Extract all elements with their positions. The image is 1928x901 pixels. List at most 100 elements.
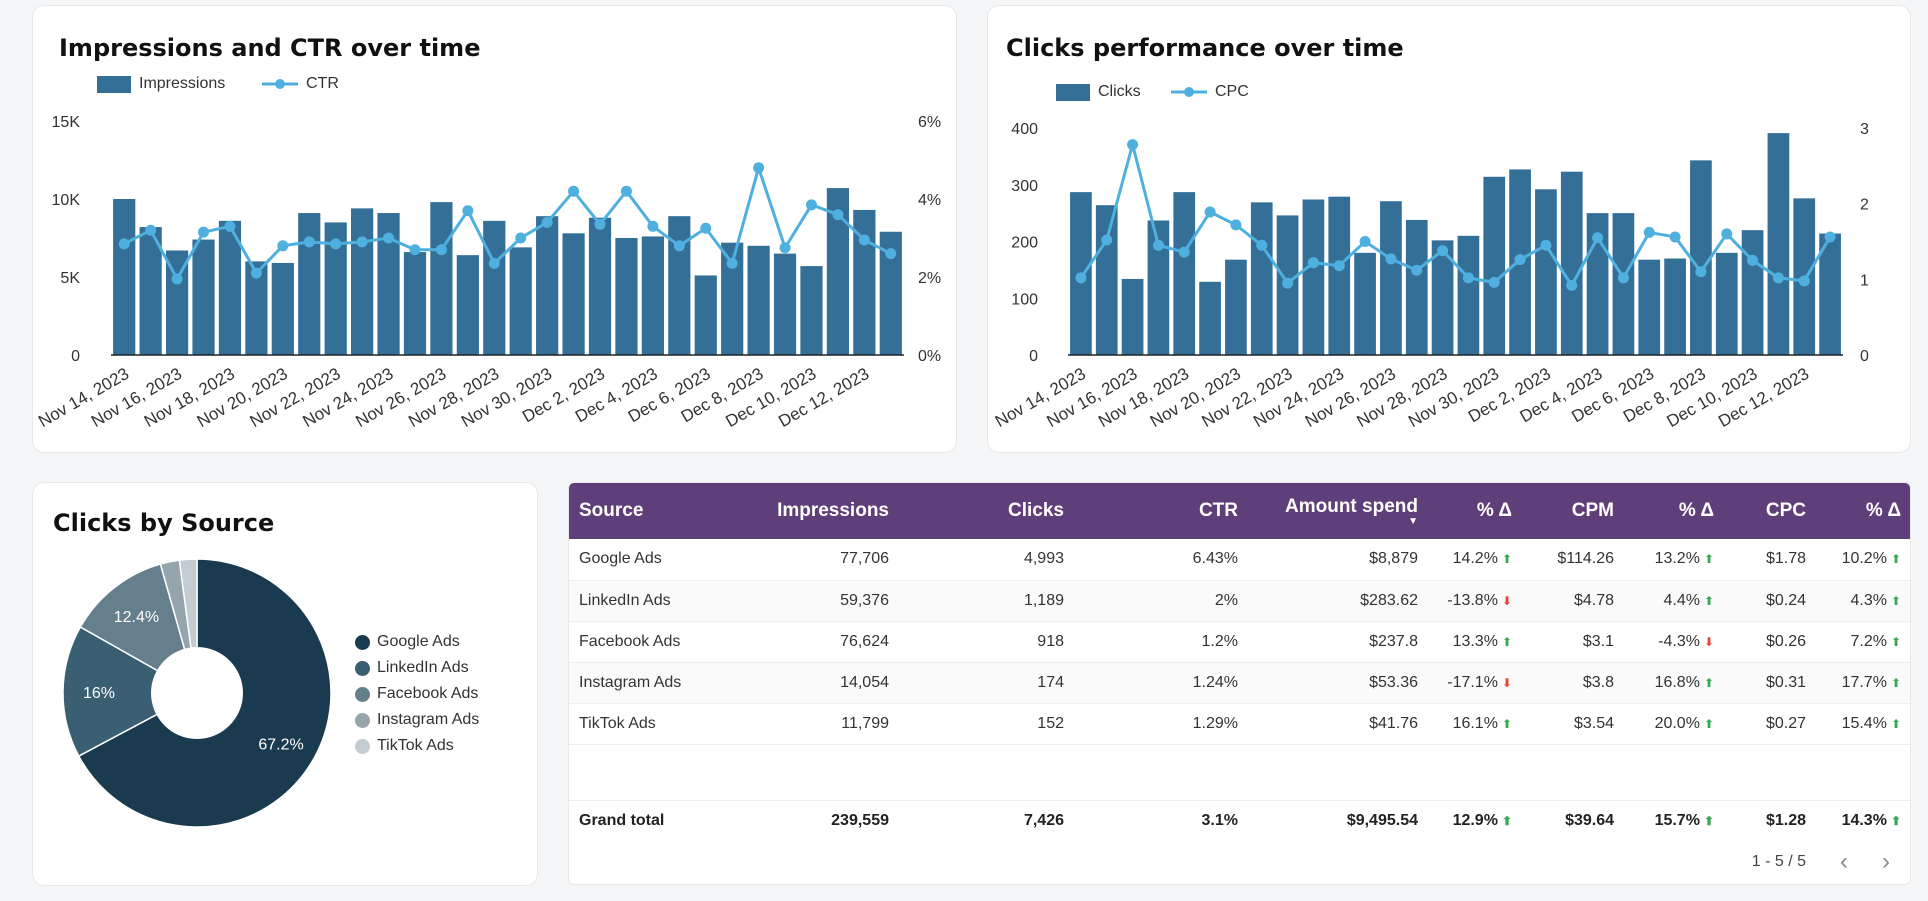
cell-value: $0.27 — [1765, 714, 1806, 732]
table-cell: -17.1% ⬇ — [1428, 662, 1522, 704]
table-cell: TikTok Ads — [569, 703, 719, 745]
legend-ctr[interactable]: CTR — [262, 75, 339, 93]
prev-page-icon[interactable]: ‹ — [1840, 848, 1848, 875]
col-header-cpm-delta[interactable]: % Δ — [1624, 483, 1724, 539]
table-row[interactable]: Instagram Ads 14,054 174 1.24% $53.36 -17.1% ⬇… — [569, 662, 1910, 704]
total-value: 7,426 — [1023, 812, 1064, 830]
legend-dot-icon — [355, 738, 370, 754]
legend-cpc[interactable]: CPC — [1171, 83, 1249, 101]
legend-impressions[interactable]: Impressions — [97, 75, 225, 93]
arrow-up-icon: ⬆ — [1501, 716, 1512, 731]
clicks-by-source-card: Clicks by Source 67.2% 16% 12.4% Google Ad… — [32, 482, 538, 886]
table-body: Google Ads 77,706 4,993 6.43% $8,879 14.2% ⬆ $1… — [569, 539, 1910, 842]
empty-cell — [1074, 744, 1248, 801]
cell-value: 13.3% — [1452, 632, 1498, 650]
pie-legend-label: LinkedIn Ads — [377, 659, 469, 676]
table-cell: $1.28 — [1724, 800, 1816, 842]
cell-value: 4.3% — [1850, 591, 1887, 609]
table-cell: $0.31 — [1724, 662, 1816, 704]
cell-value: 11,799 — [841, 714, 889, 732]
table-cell: 11,799 — [719, 703, 899, 745]
pagination-label: 1 - 5 / 5 — [1751, 853, 1806, 870]
sort-desc-icon[interactable]: ▼ — [1408, 515, 1418, 527]
col-header-source[interactable]: Source — [569, 483, 719, 539]
table-cell: $283.62 — [1248, 580, 1428, 622]
table-empty-row — [569, 744, 1910, 801]
table-cell: 1.2% — [1074, 621, 1248, 663]
col-header-cpc[interactable]: CPC — [1724, 483, 1816, 539]
table-cell: LinkedIn Ads — [569, 580, 719, 622]
cell-value: 17.7% — [1841, 673, 1887, 691]
pie-legend-item[interactable]: TikTok Ads — [355, 733, 479, 759]
grand-total-row: Grand total 239,559 7,426 3.1% $9,495.54 12.9… — [569, 800, 1910, 842]
legend-bar-swatch — [97, 75, 131, 93]
empty-cell — [569, 744, 719, 801]
cell-value: 76,624 — [840, 632, 889, 650]
impressions-chart-title: Impressions and CTR over time — [59, 34, 481, 62]
arrow-down-icon: ⬇ — [1501, 593, 1512, 608]
cell-value: $0.24 — [1765, 591, 1806, 609]
pie-legend-item[interactable]: Facebook Ads — [355, 681, 479, 707]
pagination: 1 - 5 / 5 ‹ › — [1752, 848, 1890, 876]
table-cell: Facebook Ads — [569, 621, 719, 663]
legend-cpc-label: CPC — [1215, 83, 1249, 100]
table-cell: 16.8% ⬆ — [1624, 662, 1724, 704]
table-cell: Google Ads — [569, 539, 719, 581]
table-cell: Grand total — [569, 800, 719, 842]
arrow-up-icon: ⬆ — [1703, 675, 1714, 690]
cell-value: 16.1% — [1452, 714, 1498, 732]
legend-dot-icon — [355, 712, 370, 728]
pie-slice — [62, 625, 199, 758]
table-row[interactable]: Facebook Ads 76,624 918 1.2% $237.8 13.3% ⬆ $3.… — [569, 621, 1910, 663]
col-header-cpc-delta[interactable]: % Δ — [1816, 483, 1910, 539]
table-cell: $114.26 — [1522, 539, 1624, 581]
cell-value: -4.3% — [1658, 632, 1700, 650]
cell-value: $3.54 — [1573, 714, 1614, 732]
arrow-up-icon: ⬆ — [1501, 552, 1512, 567]
legend-clicks[interactable]: Clicks — [1056, 83, 1141, 101]
next-page-icon[interactable]: › — [1882, 848, 1890, 875]
donut-hole — [151, 647, 243, 739]
col-header-impressions[interactable]: Impressions — [719, 483, 899, 539]
table-cell: 13.3% ⬆ — [1428, 621, 1522, 663]
col-header-clicks[interactable]: Clicks — [899, 483, 1074, 539]
legend-line-swatch — [262, 79, 298, 89]
legend-dot-icon — [355, 660, 370, 676]
legend-clicks-label: Clicks — [1098, 83, 1141, 100]
pie-legend-item[interactable]: Google Ads — [355, 629, 479, 655]
pie-legend-label: Google Ads — [377, 633, 460, 650]
pie-legend-item[interactable]: LinkedIn Ads — [355, 655, 479, 681]
table-cell: 17.7% ⬆ — [1816, 662, 1910, 704]
cell-value: TikTok Ads — [579, 714, 656, 732]
total-value: 239,559 — [831, 812, 889, 830]
cell-value: 918 — [1037, 632, 1064, 650]
cell-value: $1.78 — [1765, 550, 1806, 568]
table-cell: $3.8 — [1522, 662, 1624, 704]
cell-value: Google Ads — [579, 550, 662, 568]
cell-value: 6.43% — [1192, 550, 1238, 568]
col-header-spend-delta[interactable]: % Δ — [1428, 483, 1522, 539]
source-performance-table: Source Impressions Clicks CTR Amount spe… — [569, 483, 1910, 842]
col-header-cpm[interactable]: CPM — [1522, 483, 1624, 539]
table-cell: 7,426 — [899, 800, 1074, 842]
cell-value: 15.4% — [1841, 714, 1887, 732]
table-header-row: Source Impressions Clicks CTR Amount spe… — [569, 483, 1910, 539]
amount-spend-label: Amount spend — [1285, 495, 1418, 517]
table-row[interactable]: LinkedIn Ads 59,376 1,189 2% $283.62 -13.8% ⬇ $… — [569, 580, 1910, 622]
table-cell: 6.43% — [1074, 539, 1248, 581]
cell-value: 77,706 — [840, 550, 889, 568]
table-cell: $9,495.54 — [1248, 800, 1428, 842]
col-header-amount-spend[interactable]: Amount spend ▼ — [1248, 483, 1428, 539]
arrow-up-icon: ⬆ — [1890, 675, 1901, 690]
cell-value: 59,376 — [840, 591, 889, 609]
table-row[interactable]: TikTok Ads 11,799 152 1.29% $41.76 16.1% ⬆ $3.5… — [569, 703, 1910, 745]
table-row[interactable]: Google Ads 77,706 4,993 6.43% $8,879 14.2% ⬆ $1… — [569, 539, 1910, 581]
pie-legend-item[interactable]: Instagram Ads — [355, 707, 479, 733]
arrow-up-icon: ⬆ — [1890, 593, 1901, 608]
table-cell: 77,706 — [719, 539, 899, 581]
cell-value: $0.26 — [1765, 632, 1806, 650]
col-header-ctr[interactable]: CTR — [1074, 483, 1248, 539]
table-cell: 918 — [899, 621, 1074, 663]
total-value: 14.3% — [1841, 812, 1887, 830]
arrow-up-icon: ⬆ — [1703, 552, 1714, 567]
